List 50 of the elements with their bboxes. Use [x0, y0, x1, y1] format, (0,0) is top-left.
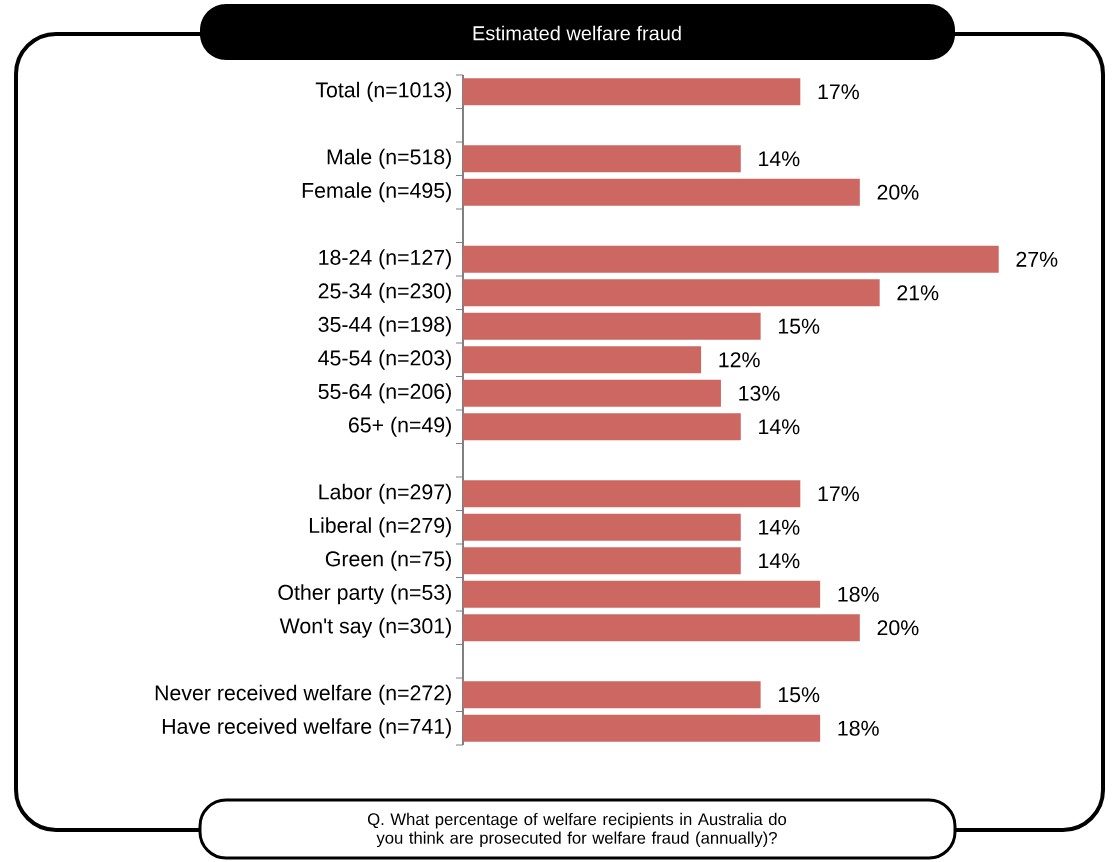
y-tick-label: Male (n=518)	[327, 148, 451, 169]
y-tick-label: Labor (n=297)	[319, 483, 451, 504]
bar	[463, 78, 801, 106]
chart-title: Estimated welfare fraud	[473, 25, 681, 41]
y-tick-label: Won't say (n=301)	[279, 617, 451, 638]
y-tick-label: Green (n=75)	[325, 550, 451, 571]
data-label: 20%	[877, 184, 919, 200]
y-tick-label: 18-24 (n=127)	[319, 249, 451, 270]
y-tick-label: 25-34 (n=230)	[318, 282, 451, 303]
y-tick-label: Liberal (n=279)	[309, 517, 451, 538]
bar	[463, 547, 741, 575]
y-tick-label: Total (n=1013)	[315, 81, 451, 102]
bar	[463, 145, 741, 173]
data-label: 14%	[759, 419, 800, 435]
y-tick-label: Female (n=495)	[302, 182, 451, 203]
y-tick-label: 65+ (n=49)	[349, 416, 451, 437]
data-label: 27%	[1016, 251, 1058, 267]
data-label: 21%	[897, 285, 939, 301]
y-tick-label: 55-64 (n=206)	[318, 383, 451, 404]
y-tick-label: Never received welfare (n=272)	[155, 684, 451, 705]
bar	[463, 312, 761, 340]
y-tick-label: 45-54 (n=203)	[318, 349, 451, 370]
y-tick-label: Have received welfare (n=741)	[162, 718, 451, 739]
data-label: 20%	[877, 620, 919, 636]
text: Q. What percentage of welfare recipients in Australia do you think are prosecuted for welfare fraud (annually)?	[367, 812, 787, 848]
bar	[463, 480, 801, 508]
data-label: 14%	[759, 151, 800, 167]
y-tick-label: Other party (n=53)	[278, 584, 451, 605]
bar	[463, 681, 761, 709]
bar	[463, 614, 860, 642]
data-label: 14%	[759, 553, 800, 569]
data-label: 18%	[838, 586, 879, 602]
data-label: 18%	[838, 720, 879, 736]
y-tick-label: 35-44 (n=198)	[318, 316, 451, 337]
bar	[463, 580, 821, 608]
data-label: 15%	[778, 318, 820, 334]
data-label: 12%	[719, 352, 760, 368]
bar	[463, 379, 721, 407]
bar	[463, 279, 880, 307]
bar	[463, 513, 741, 541]
bar	[463, 413, 741, 441]
bar	[463, 714, 821, 742]
data-label: 15%	[778, 687, 820, 703]
data-label: 14%	[759, 519, 800, 535]
bar	[463, 346, 702, 374]
bar	[463, 245, 999, 273]
data-label: 13%	[739, 385, 780, 401]
data-label: 17%	[818, 84, 859, 100]
bar	[463, 178, 860, 206]
data-label: 17%	[818, 486, 859, 502]
